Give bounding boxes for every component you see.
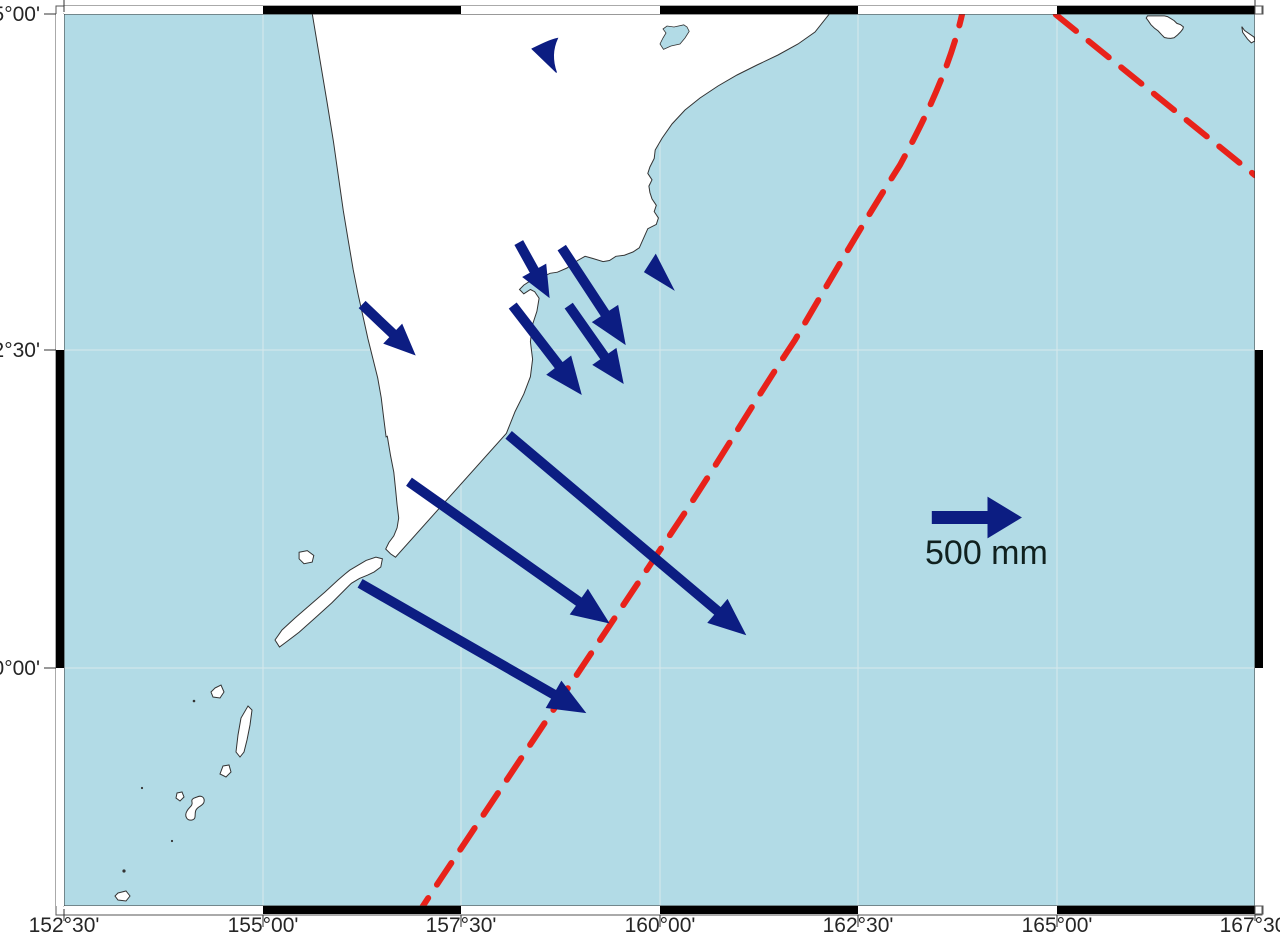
svg-text:160°00': 160°00': [625, 914, 696, 937]
svg-text:157°30': 157°30': [426, 914, 497, 937]
svg-text:155°00': 155°00': [228, 914, 299, 937]
svg-text:162°30': 162°30': [823, 914, 894, 937]
svg-text:55°00': 55°00': [0, 3, 40, 26]
svg-text:165°00': 165°00': [1022, 914, 1093, 937]
svg-text:50°00': 50°00': [0, 657, 40, 680]
svg-text:500 mm: 500 mm: [925, 534, 1048, 572]
svg-text:167°30': 167°30': [1220, 914, 1280, 937]
svg-text:152°30': 152°30': [29, 914, 100, 937]
svg-text:52°30': 52°30': [0, 339, 40, 362]
